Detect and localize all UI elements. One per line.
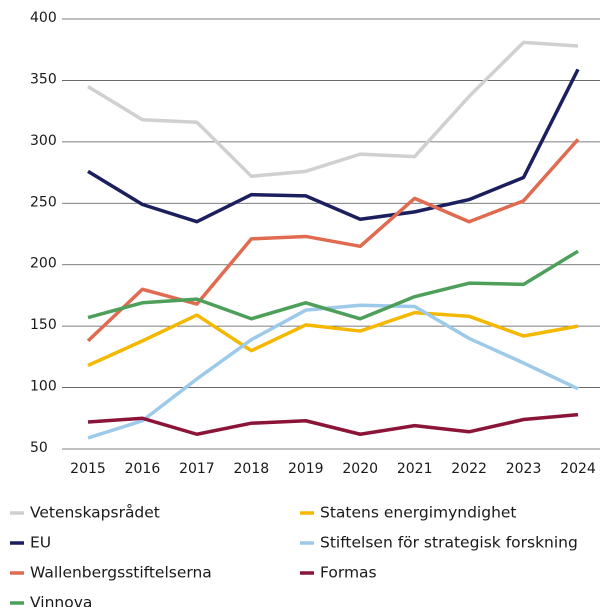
legend-label: Wallenbergsstiftelserna xyxy=(30,564,212,582)
series-line xyxy=(87,249,579,321)
x-tick-label: 2024 xyxy=(560,461,596,477)
y-tick-label: 50 xyxy=(30,440,48,456)
x-tick-label: 2017 xyxy=(179,461,215,477)
y-tick-label: 400 xyxy=(30,10,57,26)
y-tick-label: 350 xyxy=(30,71,57,87)
x-tick-label: 2016 xyxy=(125,461,161,477)
legend-label: EU xyxy=(30,534,51,552)
series-line xyxy=(87,303,579,440)
series-line xyxy=(86,138,580,343)
x-tick-label: 2015 xyxy=(70,461,106,477)
x-tick-label: 2020 xyxy=(342,461,378,477)
y-tick-label: 300 xyxy=(30,133,57,149)
x-tick-label: 2022 xyxy=(451,461,487,477)
x-tick-label: 2019 xyxy=(288,461,324,477)
legend-label: Vinnova xyxy=(30,594,92,607)
legend-label: Statens energimyndighet xyxy=(320,504,517,522)
y-tick-label: 100 xyxy=(30,379,57,395)
series-line xyxy=(87,68,580,224)
legend-label: Stiftelsen för strategisk forskning xyxy=(320,534,578,552)
y-tick-label: 150 xyxy=(30,317,57,333)
y-tick-label: 200 xyxy=(30,256,57,272)
series-line xyxy=(87,40,579,179)
series-line xyxy=(87,412,579,437)
x-tick-label: 2021 xyxy=(397,461,433,477)
y-tick-label: 250 xyxy=(30,194,57,210)
x-tick-label: 2018 xyxy=(234,461,270,477)
series-line xyxy=(87,310,579,368)
legend-label: Formas xyxy=(320,564,377,582)
x-tick-label: 2023 xyxy=(506,461,542,477)
legend-label: Vetenskapsrådet xyxy=(30,504,160,522)
